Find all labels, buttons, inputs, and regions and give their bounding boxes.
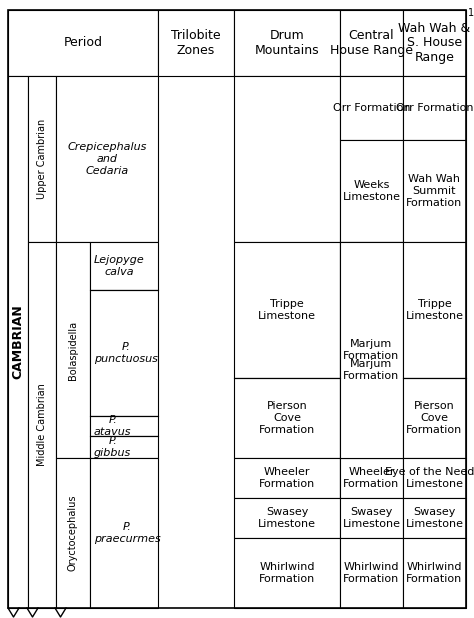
Text: Wheeler
Formation: Wheeler Formation	[259, 467, 315, 489]
Text: 1: 1	[468, 8, 474, 18]
Bar	[28, 242, 56, 608]
Bar	[8, 10, 158, 76]
Text: P.
atavus: P. atavus	[94, 415, 131, 437]
Text: Orr Formation: Orr Formation	[333, 103, 410, 113]
Text: P.
praecurmes: P. praecurmes	[94, 522, 161, 544]
Text: Whirlwind
Formation: Whirlwind Formation	[343, 562, 400, 584]
Text: Trippe
Limestone: Trippe Limestone	[258, 299, 316, 321]
Text: Whirlwind
Formation: Whirlwind Formation	[406, 562, 463, 584]
Bar	[56, 76, 158, 242]
Bar	[8, 76, 28, 608]
Bar	[234, 538, 340, 608]
Bar	[340, 242, 403, 458]
Text: Wheeler
Formation: Wheeler Formation	[343, 467, 400, 489]
Bar	[90, 242, 158, 290]
Text: P.
gibbus: P. gibbus	[94, 436, 131, 458]
Bar	[340, 76, 403, 140]
Bar	[403, 242, 466, 378]
Text: Pierson
Cove
Formation: Pierson Cove Formation	[406, 402, 463, 434]
Bar	[158, 10, 234, 76]
Text: Upper Cambrian: Upper Cambrian	[37, 119, 47, 199]
Bar	[340, 498, 403, 538]
Text: Trippe
Limestone: Trippe Limestone	[405, 299, 464, 321]
Bar	[234, 498, 340, 538]
Text: Crepicephalus
and
Cedaria: Crepicephalus and Cedaria	[67, 142, 146, 176]
Text: Orr Formation: Orr Formation	[396, 103, 473, 113]
Text: Swasey
Limestone: Swasey Limestone	[405, 507, 464, 529]
Text: Wah Wah
Summit
Formation: Wah Wah Summit Formation	[406, 174, 463, 208]
Bar	[403, 378, 466, 458]
Bar	[340, 458, 403, 498]
Bar	[340, 538, 403, 608]
Text: Swasey
Limestone: Swasey Limestone	[258, 507, 316, 529]
Bar	[340, 10, 403, 76]
Text: Marjum
Formation: Marjum Formation	[343, 359, 400, 381]
Bar	[234, 378, 340, 458]
Bar	[90, 416, 158, 436]
Bar	[234, 458, 340, 498]
Text: Pierson
Cove
Formation: Pierson Cove Formation	[259, 402, 315, 434]
Bar	[403, 498, 466, 538]
Bar	[28, 76, 56, 242]
Text: Trilobite
Zones: Trilobite Zones	[171, 29, 221, 57]
Bar	[403, 76, 466, 140]
Bar	[234, 10, 340, 76]
Text: Middle Cambrian: Middle Cambrian	[37, 384, 47, 467]
Text: Period: Period	[64, 36, 102, 49]
Text: Lejopyge
calva: Lejopyge calva	[94, 255, 145, 277]
Bar	[403, 538, 466, 608]
Bar	[340, 140, 403, 242]
Text: Central
House Range: Central House Range	[330, 29, 413, 57]
Bar	[90, 458, 158, 608]
Bar	[56, 242, 90, 458]
Text: Swasey
Limestone: Swasey Limestone	[343, 507, 401, 529]
Text: Bolaspidella: Bolaspidella	[68, 321, 78, 379]
Text: Eye of the Needle
Limestone: Eye of the Needle Limestone	[385, 467, 474, 489]
Bar	[90, 290, 158, 416]
Bar	[234, 242, 340, 378]
Text: Marjum
Formation: Marjum Formation	[343, 339, 400, 361]
Text: Drum
Mountains: Drum Mountains	[255, 29, 319, 57]
Bar	[90, 436, 158, 458]
Text: Whirlwind
Formation: Whirlwind Formation	[259, 562, 315, 584]
Text: Oryctocephalus: Oryctocephalus	[68, 495, 78, 571]
Text: P.
punctuosus: P. punctuosus	[94, 342, 158, 364]
Bar	[403, 458, 466, 498]
Bar	[56, 458, 90, 608]
Bar	[403, 140, 466, 242]
Bar	[340, 242, 403, 498]
Text: CAMBRIAN: CAMBRIAN	[11, 305, 25, 379]
Bar	[234, 76, 340, 242]
Bar	[403, 10, 466, 76]
Text: Weeks
Limestone: Weeks Limestone	[343, 180, 401, 202]
Text: Wah Wah &
S. House
Range: Wah Wah & S. House Range	[398, 22, 471, 64]
